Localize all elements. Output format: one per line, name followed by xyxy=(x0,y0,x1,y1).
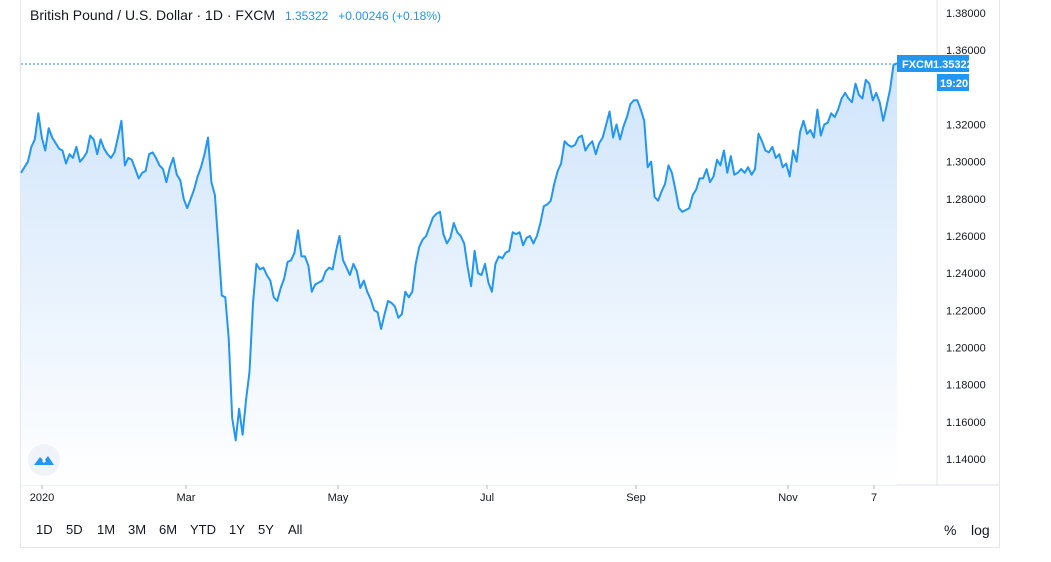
y-tick-label: 1.18000 xyxy=(946,380,986,392)
x-tick-label: Mar xyxy=(177,492,196,504)
price-line xyxy=(20,62,898,442)
y-tick-label: 1.38000 xyxy=(946,8,986,20)
y-tick-label: 1.14000 xyxy=(946,454,986,466)
countdown-bg xyxy=(937,74,969,91)
x-tick-label: 2020 xyxy=(30,492,54,504)
chart-legend: British Pound / U.S. Dollar · 1D · FXCM … xyxy=(30,7,441,23)
x-tick-label: Nov xyxy=(778,492,798,504)
price-tag-source: FXCM xyxy=(902,59,933,71)
price-axis[interactable]: 1.38000 1.36000 1.32000 1.30000 1.28000 1.260… xyxy=(946,8,986,466)
y-tick-label: 1.28000 xyxy=(946,194,986,206)
price-area xyxy=(21,63,897,485)
price-tag-bg xyxy=(897,55,969,72)
countdown-label: 19:20:11 xyxy=(940,78,983,90)
price-tag: FXCM 1.35322 19:20:11 xyxy=(897,55,983,91)
x-tick-label: 7 xyxy=(871,492,877,504)
range-button-5d[interactable]: 5D xyxy=(66,522,83,537)
y-tick-label: 1.36000 xyxy=(946,45,986,57)
range-button-all[interactable]: All xyxy=(288,522,303,537)
range-button-ytd[interactable]: YTD xyxy=(190,522,216,537)
log-scale-button[interactable]: log xyxy=(971,522,990,538)
range-toolbar: 1D 5D 1M 3M 6M YTD 1Y 5Y All % log xyxy=(22,515,998,547)
range-button-3m[interactable]: 3M xyxy=(128,522,147,537)
range-button-1d[interactable]: 1D xyxy=(36,522,53,537)
price-tag-price: 1.35322 xyxy=(933,59,973,71)
y-tick-label: 1.22000 xyxy=(946,305,986,317)
chart-svg[interactable]: 1.38000 1.36000 1.32000 1.30000 1.28000 1.260… xyxy=(0,0,1051,515)
y-tick-label: 1.20000 xyxy=(946,343,986,355)
y-tick-label: 1.30000 xyxy=(946,157,986,169)
y-tick-label: 1.24000 xyxy=(946,268,986,280)
range-button-5y[interactable]: 5Y xyxy=(258,522,274,537)
range-button-6m[interactable]: 6M xyxy=(159,522,178,537)
percent-scale-button[interactable]: % xyxy=(944,522,957,538)
range-button-1m[interactable]: 1M xyxy=(97,522,116,537)
price-change-value: +0.00246 (+0.18%) xyxy=(338,9,441,23)
x-tick-label: Jul xyxy=(480,492,494,504)
y-tick-label: 1.16000 xyxy=(946,417,986,429)
y-tick-label: 1.26000 xyxy=(946,231,986,243)
tradingview-logo-icon xyxy=(34,456,54,465)
tradingview-logo[interactable] xyxy=(28,444,60,476)
symbol-title: British Pound / U.S. Dollar · 1D · FXCM xyxy=(30,7,276,23)
last-price-value: 1.35322 xyxy=(284,9,329,23)
y-tick-label: 1.32000 xyxy=(946,120,986,132)
x-tick-label: May xyxy=(328,492,349,504)
range-button-1y[interactable]: 1Y xyxy=(229,522,245,537)
x-tick-label: Sep xyxy=(626,492,646,504)
time-axis[interactable]: 2020 Mar May Jul Sep Nov 7 xyxy=(30,485,877,504)
